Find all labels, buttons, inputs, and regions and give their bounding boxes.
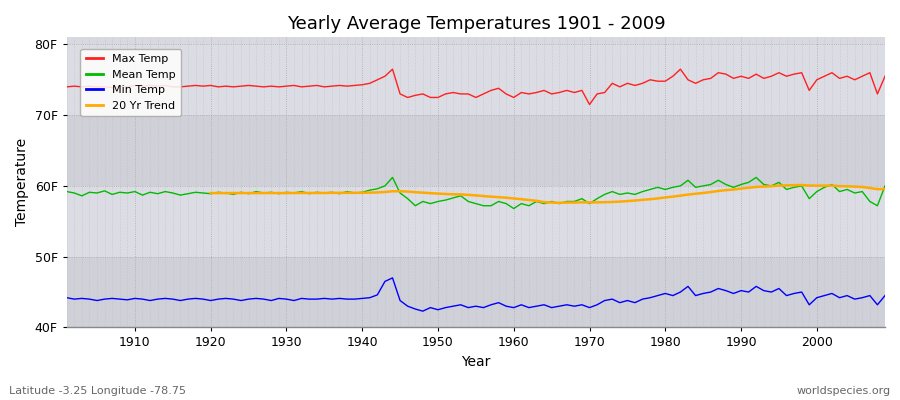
Bar [67,257,885,328]
Y-axis label: Temperature: Temperature [15,138,29,226]
Bar [67,186,885,257]
Bar [67,44,885,115]
X-axis label: Year: Year [461,355,491,369]
Title: Yearly Average Temperatures 1901 - 2009: Yearly Average Temperatures 1901 - 2009 [286,15,665,33]
Legend: Max Temp, Mean Temp, Min Temp, 20 Yr Trend: Max Temp, Mean Temp, Min Temp, 20 Yr Tre… [80,49,181,116]
Text: worldspecies.org: worldspecies.org [796,386,891,396]
Bar [67,115,885,186]
Text: Latitude -3.25 Longitude -78.75: Latitude -3.25 Longitude -78.75 [9,386,186,396]
